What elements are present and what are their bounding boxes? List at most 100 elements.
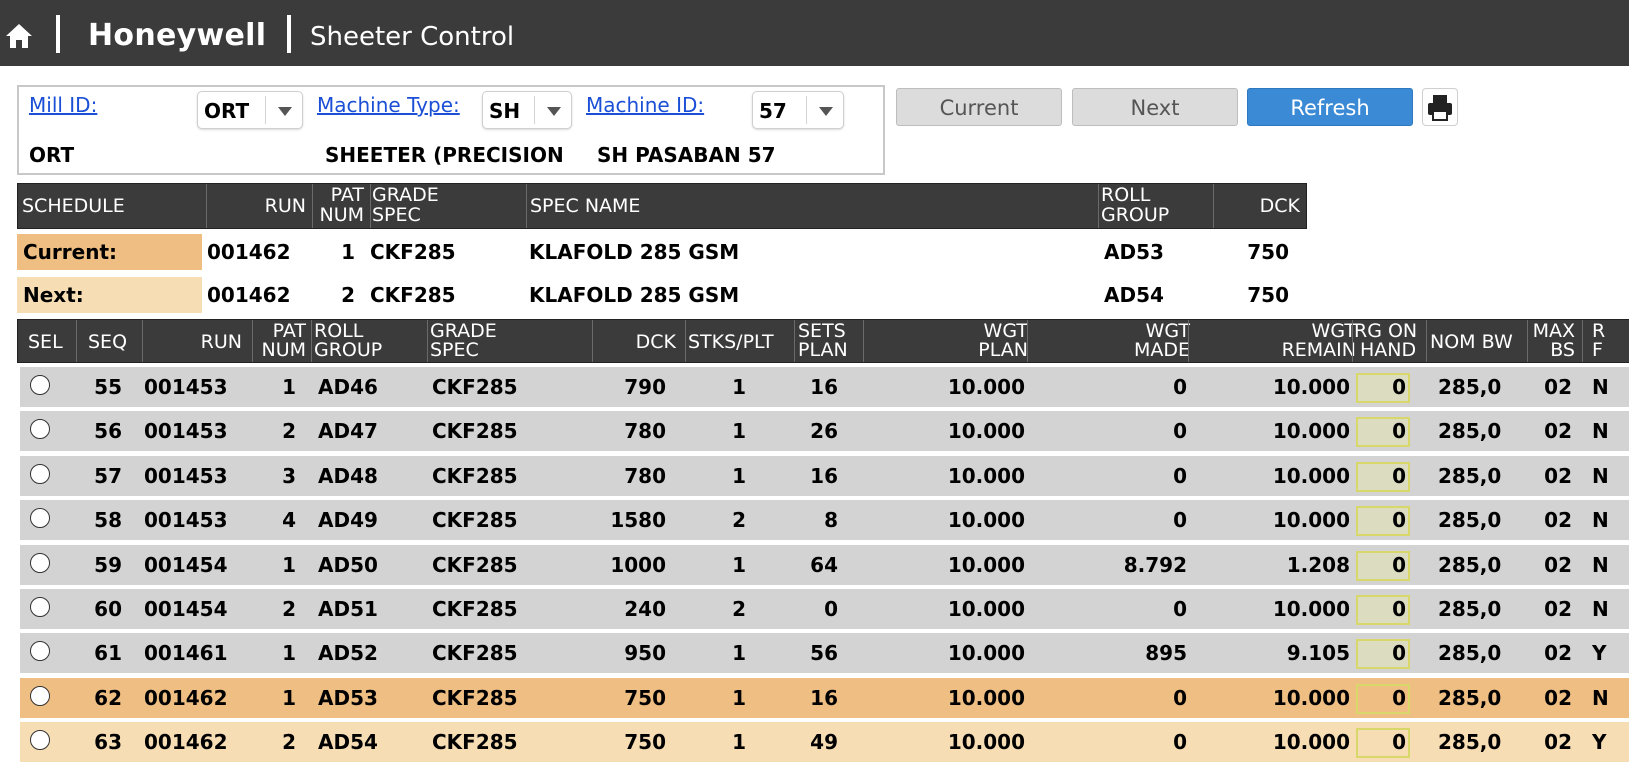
table-row[interactable]: 59 001454 1 AD50 CKF285 1000 1 64 10.000 8.792 1.2… — [20, 544, 1629, 585]
cell-wgt-plan: 10.000 — [947, 641, 1025, 666]
cell-grade-spec: CKF285 — [432, 463, 518, 488]
table-row[interactable]: 63 001462 2 AD54 CKF285 750 1 49 10.000 0 10.000 0 2… — [20, 722, 1629, 762]
schedule-spec-name: KLAFOLD 285 GSM — [529, 283, 740, 307]
cell-nom-bw: 285,0 — [1438, 685, 1502, 710]
machine-id-select[interactable]: 57 — [752, 91, 844, 129]
cell-seq: 58 — [94, 508, 122, 533]
cell-wgt-made: 8.792 — [1123, 552, 1187, 577]
cell-rf: N — [1592, 508, 1609, 533]
select-radio[interactable] — [30, 597, 50, 617]
col-grade-spec-top: GRADE — [372, 184, 439, 206]
col-roll-group-bottom: GROUP — [314, 339, 383, 361]
schedule-run: 001462 — [207, 283, 291, 307]
table-row[interactable]: 58 001453 4 AD49 CKF285 1580 2 8 10.000 0 10.000 0 2… — [20, 500, 1629, 541]
current-button[interactable]: Current — [896, 88, 1062, 126]
cell-wgt-made: 0 — [1173, 463, 1187, 488]
select-radio[interactable] — [30, 463, 50, 484]
cell-run: 001453 — [144, 463, 228, 488]
rg-on-hand-field[interactable] — [1356, 506, 1410, 537]
rg-on-hand-field[interactable] — [1356, 550, 1410, 581]
cell-rf: N — [1592, 419, 1609, 444]
rg-on-hand-field[interactable] — [1356, 417, 1410, 448]
schedule-grade-spec: CKF285 — [370, 283, 456, 307]
cell-sets-plan: 16 — [810, 463, 838, 488]
schedule-roll-group: AD53 — [1104, 240, 1164, 264]
cell-pat-num: 3 — [282, 463, 296, 488]
filter-panel: Mill ID: ORT Machine Type: SH Machine ID… — [17, 85, 885, 175]
col-grade-spec-bottom: SPEC — [372, 204, 421, 226]
select-radio[interactable] — [30, 508, 50, 529]
refresh-button[interactable]: Refresh — [1247, 88, 1413, 126]
select-radio[interactable] — [30, 641, 50, 662]
cell-rf: N — [1592, 552, 1609, 577]
cell-run: 001453 — [144, 375, 228, 399]
cell-wgt-made: 0 — [1173, 508, 1187, 533]
rg-on-hand-field[interactable] — [1356, 683, 1410, 714]
table-row[interactable]: 55 001453 1 AD46 CKF285 790 1 16 10.000 0 10.000 0 2… — [20, 367, 1629, 407]
cell-stks-plt: 1 — [732, 463, 746, 488]
select-radio[interactable] — [30, 419, 50, 440]
col-max-bs-bottom: BS — [1550, 339, 1575, 361]
cell-grade-spec: CKF285 — [432, 641, 518, 666]
cell-wgt-made: 0 — [1173, 419, 1187, 444]
chevron-down-icon — [265, 96, 302, 124]
mill-id-link[interactable]: Mill ID: — [29, 93, 98, 117]
cell-pat-num: 4 — [282, 508, 296, 533]
machine-type-link[interactable]: Machine Type: — [317, 93, 460, 117]
rg-on-hand-field[interactable] — [1356, 728, 1410, 759]
select-radio[interactable] — [30, 730, 50, 751]
app-title: Sheeter Control — [310, 22, 515, 52]
col-schedule: SCHEDULE — [22, 195, 125, 217]
col-wgt-remain-top: WGT — [1311, 320, 1356, 342]
col-sets-plan-bottom: PLAN — [798, 339, 848, 361]
rg-on-hand-field[interactable] — [1356, 373, 1410, 403]
cell-nom-bw: 285,0 — [1438, 730, 1502, 755]
cell-rf: Y — [1592, 730, 1607, 755]
col-wgt-plan-bottom: PLAN — [978, 339, 1028, 361]
schedule-grade-spec: CKF285 — [370, 240, 456, 264]
schedule-dck: 750 — [1247, 283, 1289, 307]
print-button[interactable] — [1422, 88, 1458, 126]
rg-on-hand-field[interactable] — [1356, 461, 1410, 492]
cell-max-bs: 02 — [1544, 463, 1572, 488]
machine-id-link[interactable]: Machine ID: — [586, 93, 705, 117]
cell-grade-spec: CKF285 — [432, 730, 518, 755]
mill-name: ORT — [29, 143, 75, 167]
cell-seq: 61 — [94, 641, 122, 666]
cell-seq: 56 — [94, 419, 122, 444]
cell-sets-plan: 0 — [824, 597, 838, 621]
cell-roll-group: AD53 — [318, 685, 378, 710]
col-roll-group-top: ROLL — [1101, 184, 1151, 206]
cell-wgt-made: 895 — [1145, 641, 1187, 666]
cell-wgt-remain: 10.000 — [1272, 419, 1350, 444]
next-button[interactable]: Next — [1072, 88, 1238, 126]
cell-run: 001453 — [144, 419, 228, 444]
col-wgt-plan-top: WGT — [983, 320, 1028, 342]
select-radio[interactable] — [30, 552, 50, 573]
col-sets-plan-top: SETS — [798, 320, 846, 342]
select-radio[interactable] — [30, 685, 50, 706]
cell-stks-plt: 2 — [732, 508, 746, 533]
col-roll-group-top: ROLL — [314, 320, 364, 342]
cell-wgt-plan: 10.000 — [947, 375, 1025, 399]
table-row[interactable]: 56 001453 2 AD47 CKF285 780 1 26 10.000 0 10.000 0 2… — [20, 411, 1629, 452]
table-row[interactable]: 61 001461 1 AD52 CKF285 950 1 56 10.000 895 9.105 0… — [20, 633, 1629, 674]
select-radio[interactable] — [30, 375, 50, 395]
cell-rg-on-hand: 0 — [1392, 463, 1406, 488]
table-row[interactable]: 60 001454 2 AD51 CKF285 240 2 0 10.000 0 10.000 0 28… — [20, 589, 1629, 629]
machine-type-select[interactable]: SH — [482, 91, 572, 129]
cell-dck: 1580 — [610, 508, 666, 533]
col-grade-spec-bottom: SPEC — [430, 339, 479, 361]
cell-max-bs: 02 — [1544, 419, 1572, 444]
cell-pat-num: 2 — [282, 419, 296, 444]
col-run: RUN — [264, 195, 306, 217]
table-row[interactable]: 62 001462 1 AD53 CKF285 750 1 16 10.000 0 10.000 0 2… — [20, 677, 1629, 718]
rg-on-hand-field[interactable] — [1356, 639, 1410, 670]
schedule-spec-name: KLAFOLD 285 GSM — [529, 240, 740, 264]
mill-id-select[interactable]: ORT — [197, 91, 303, 129]
rg-on-hand-field[interactable] — [1356, 595, 1410, 625]
home-icon[interactable] — [4, 22, 34, 50]
cell-rg-on-hand: 0 — [1392, 685, 1406, 710]
table-row[interactable]: 57 001453 3 AD48 CKF285 780 1 16 10.000 0 10.000 0 2… — [20, 455, 1629, 496]
cell-stks-plt: 2 — [732, 597, 746, 621]
